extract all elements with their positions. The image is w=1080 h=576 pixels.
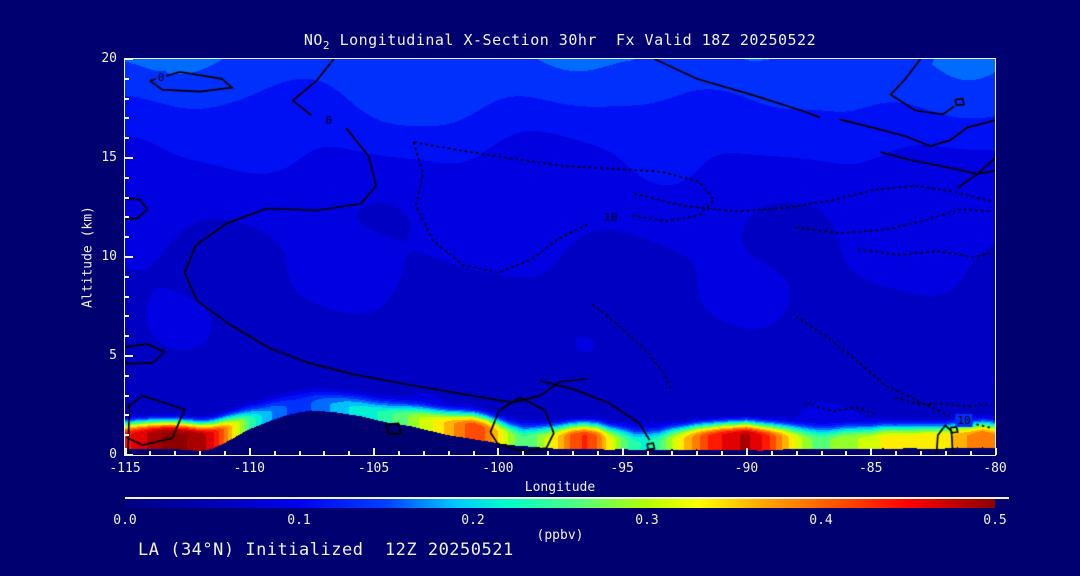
x-axis-minor-tick — [721, 451, 724, 455]
chart-title-subscript: 2 — [322, 39, 331, 52]
x-tick-label: -80 — [983, 461, 1007, 476]
y-axis-major-tick — [125, 355, 133, 357]
colorbar-tick-label: 0.0 — [113, 513, 137, 528]
x-tick-label: -105 — [357, 461, 390, 476]
x-axis-minor-tick — [522, 451, 525, 455]
colorbar-tick-label: 0.1 — [287, 513, 311, 528]
x-axis-minor-tick — [571, 451, 574, 455]
x-axis-minor-tick — [646, 451, 649, 455]
x-axis-minor-tick — [472, 451, 475, 455]
x-axis-minor-tick — [422, 451, 425, 455]
colorbar-tick-label: 0.2 — [461, 513, 485, 528]
y-axis-minor-tick — [125, 137, 129, 140]
y-axis-major-tick — [125, 58, 133, 60]
y-axis-minor-tick — [125, 77, 129, 80]
x-axis-minor-tick — [944, 451, 947, 455]
y-axis-minor-tick — [125, 295, 129, 298]
x-axis-minor-tick — [895, 451, 898, 455]
y-tick-label: 15 — [101, 150, 117, 165]
x-axis-minor-tick — [845, 451, 848, 455]
y-tick-label: 0 — [109, 447, 117, 462]
x-tick-label: -90 — [734, 461, 759, 476]
x-axis-minor-tick — [348, 451, 351, 455]
x-tick-label: -115 — [109, 461, 141, 476]
x-axis-major-tick — [373, 448, 376, 455]
y-axis-minor-tick — [125, 414, 129, 417]
x-tick-label: -110 — [233, 461, 265, 476]
chart-title-rest: Longitudinal X-Section 30hr Fx Valid 18Z… — [330, 31, 817, 49]
x-axis-minor-tick — [820, 451, 823, 455]
y-axis-minor-tick — [125, 216, 129, 219]
y-axis-major-tick — [125, 256, 133, 258]
x-axis-minor-tick — [223, 451, 226, 455]
y-axis-minor-tick — [125, 196, 129, 199]
y-axis-label: Altitude (km) — [80, 206, 96, 308]
x-axis-minor-tick — [919, 451, 922, 455]
y-axis-minor-tick — [125, 434, 129, 437]
x-tick-label: -100 — [482, 461, 514, 476]
x-axis-minor-tick — [149, 451, 152, 455]
x-axis-minor-tick — [671, 451, 674, 455]
x-axis-major-tick — [621, 448, 624, 455]
y-axis-major-tick — [125, 157, 133, 159]
y-axis-major-tick — [125, 454, 133, 456]
x-axis-major-tick — [870, 448, 873, 455]
y-axis-minor-tick — [125, 315, 129, 318]
x-tick-label: -85 — [858, 461, 883, 476]
initialization-caption: LA (34°N) Initialized 12Z 20250521 — [138, 540, 514, 560]
x-axis-minor-tick — [298, 451, 301, 455]
x-axis-major-tick — [745, 448, 748, 455]
y-axis-minor-tick — [125, 394, 129, 397]
x-axis-major-tick — [124, 448, 127, 455]
x-axis-minor-tick — [273, 451, 276, 455]
y-axis-minor-tick — [125, 97, 129, 100]
y-axis-minor-tick — [125, 176, 129, 179]
x-axis-minor-tick — [174, 451, 177, 455]
y-axis-minor-tick — [125, 374, 129, 377]
y-axis-minor-tick — [125, 117, 129, 120]
x-axis-minor-tick — [447, 451, 450, 455]
y-tick-label: 5 — [109, 348, 117, 363]
x-axis-major-tick — [994, 448, 997, 455]
x-axis-minor-tick — [397, 451, 400, 455]
plot-border — [124, 58, 996, 456]
y-axis-minor-tick — [125, 275, 129, 278]
x-axis-minor-tick — [770, 451, 773, 455]
x-axis-minor-tick — [969, 451, 972, 455]
colorbar-tick-label: 0.5 — [983, 513, 1007, 528]
x-tick-label: -95 — [610, 461, 634, 476]
x-axis-label: Longitude — [524, 480, 596, 495]
x-axis-minor-tick — [696, 451, 699, 455]
chart-title: NO2 Longitudinal X-Section 30hr Fx Valid… — [125, 31, 995, 52]
x-axis-major-tick — [497, 448, 500, 455]
chart-title-prefix: NO — [303, 31, 323, 49]
contour-field-canvas — [125, 59, 995, 455]
colorbar-tick-label: 0.3 — [635, 513, 659, 528]
x-axis-minor-tick — [547, 451, 550, 455]
x-axis-major-tick — [248, 448, 251, 455]
x-axis-minor-tick — [199, 451, 202, 455]
y-axis-minor-tick — [125, 236, 129, 239]
y-axis-minor-tick — [125, 335, 129, 338]
colorbar-top-rule — [125, 497, 1009, 499]
colorbar-units-label: (ppbv) — [536, 528, 584, 543]
colorbar-tick-label: 0.4 — [809, 513, 833, 528]
x-axis-minor-tick — [323, 451, 326, 455]
x-axis-minor-tick — [795, 451, 798, 455]
x-axis-minor-tick — [596, 451, 599, 455]
colorbar-gradient — [125, 499, 995, 508]
y-tick-label: 10 — [101, 249, 117, 264]
y-tick-label: 20 — [101, 51, 117, 66]
